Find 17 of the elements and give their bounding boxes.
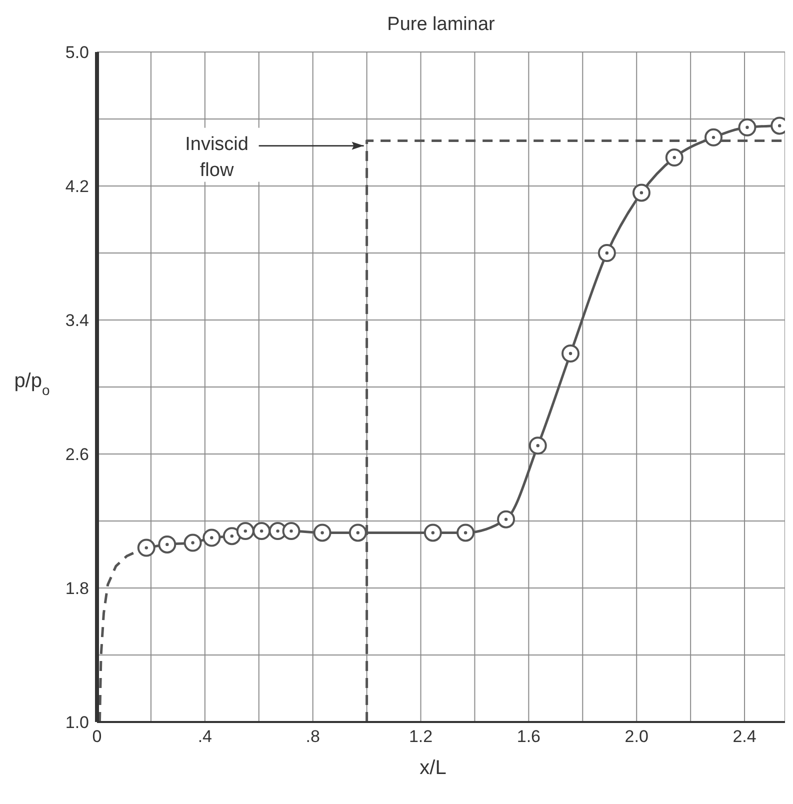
chart-title: Pure laminar [387, 14, 496, 35]
x-tick-label: 2.4 [732, 727, 756, 746]
x-axis-title: x/L [420, 757, 446, 779]
x-tick-label: 1.2 [408, 727, 433, 746]
x-tick-label: 1.6 [516, 727, 541, 746]
y-tick-label: 4.2 [65, 177, 89, 196]
x-tick-label: 0 [92, 727, 102, 746]
x-tick-label: .4 [198, 727, 212, 746]
y-tick-label: 1.8 [65, 579, 89, 598]
x-tick-label: .8 [306, 727, 320, 746]
x-tick-label: 2.0 [624, 727, 648, 746]
annotation: Inviscid flow [185, 134, 248, 181]
y-tick-label: 1.0 [65, 713, 89, 732]
y-tick-label: 2.6 [65, 445, 89, 464]
y-tick-label: 3.4 [65, 311, 89, 330]
y-tick-label: 5.0 [65, 43, 89, 62]
y-axis-title: p/p$_{o}$ [14, 370, 50, 398]
